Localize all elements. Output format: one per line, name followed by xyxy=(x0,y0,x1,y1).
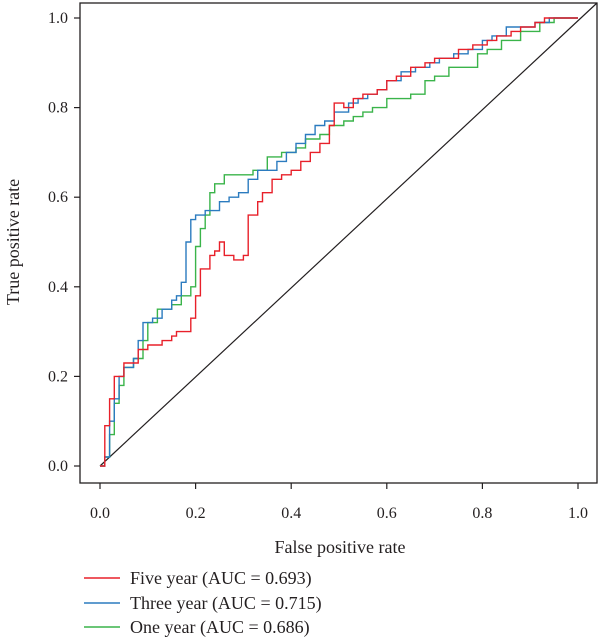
legend: Five year (AUC = 0.693) Three year (AUC =… xyxy=(84,568,322,638)
x-axis: 0.0 0.2 0.4 0.6 0.8 1.0 xyxy=(90,483,588,522)
y-tick-label: 0.6 xyxy=(48,189,68,206)
y-axis: 0.0 0.2 0.4 0.6 0.8 1.0 xyxy=(48,10,80,475)
y-axis-title: True positive rate xyxy=(3,179,23,305)
x-axis-title: False positive rate xyxy=(275,537,406,557)
y-tick-label: 0.4 xyxy=(48,279,68,296)
x-tick-label: 0.8 xyxy=(472,505,492,522)
x-tick-label: 1.0 xyxy=(568,505,588,522)
y-tick-label: 0.8 xyxy=(48,100,68,117)
legend-label: Three year (AUC = 0.715) xyxy=(130,593,322,614)
plot-area xyxy=(79,2,598,484)
reference-diagonal xyxy=(99,2,598,467)
legend-label: Five year (AUC = 0.693) xyxy=(130,568,312,589)
y-tick-label: 0.2 xyxy=(48,368,68,385)
x-tick-label: 0.0 xyxy=(90,505,110,522)
y-tick-label: 1.0 xyxy=(48,10,68,27)
plot-frame xyxy=(79,2,598,484)
x-tick-label: 0.4 xyxy=(281,505,301,522)
y-tick-label: 0.0 xyxy=(48,458,68,475)
series-layer xyxy=(100,17,578,467)
roc-curve-three-year xyxy=(100,17,578,467)
roc-curve-five-year xyxy=(100,17,578,467)
x-tick-label: 0.2 xyxy=(186,505,206,522)
x-tick-label: 0.6 xyxy=(377,505,397,522)
legend-label: One year (AUC = 0.686) xyxy=(130,617,310,638)
